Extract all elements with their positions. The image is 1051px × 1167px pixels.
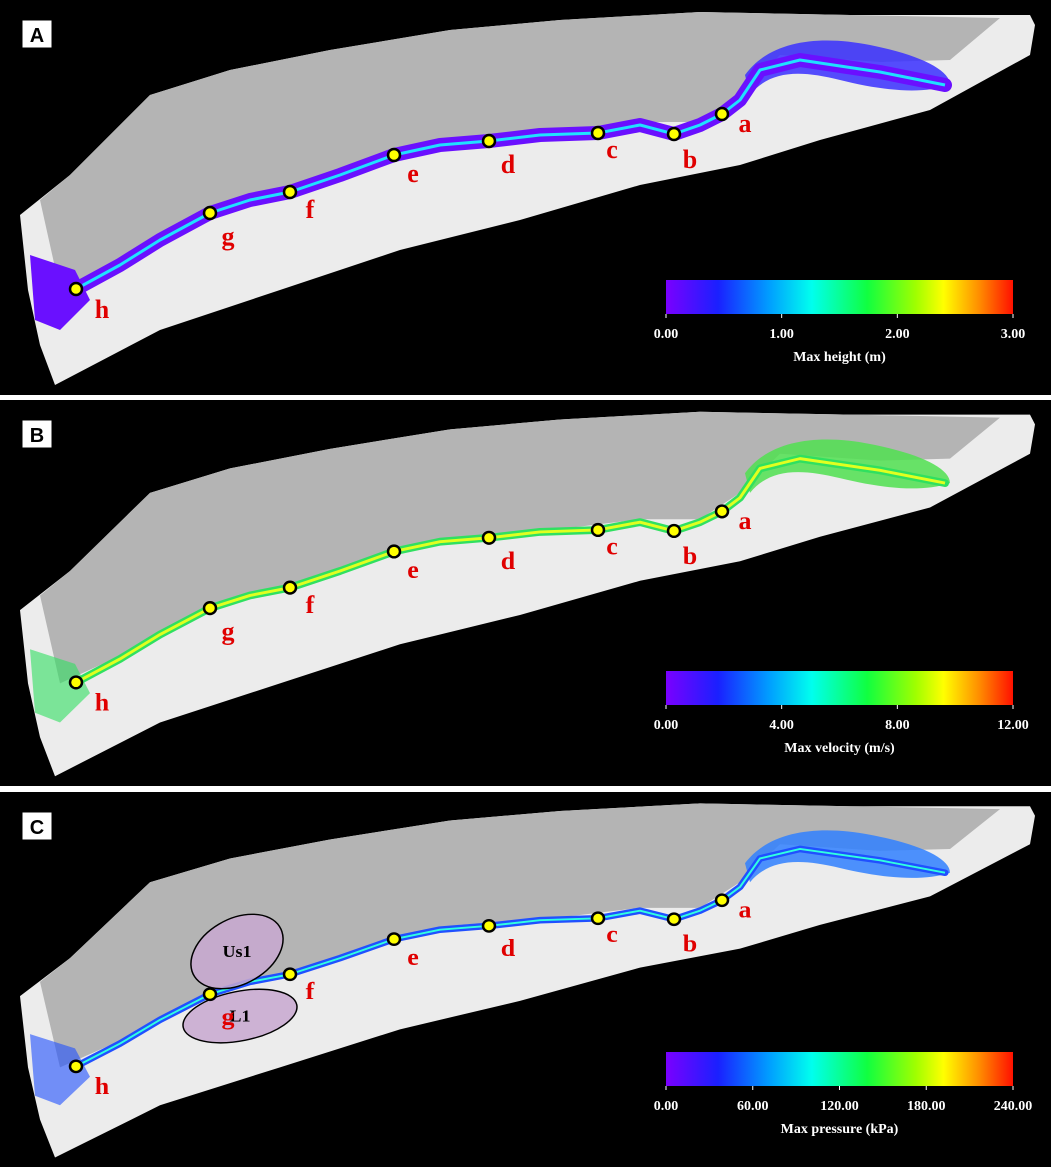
panel: a b c d e f g h B 0.00 4.00 8.00 12.00 Max velocity (…	[0, 400, 1051, 786]
point-marker	[388, 149, 400, 161]
point-marker	[483, 920, 495, 931]
point-label: g	[222, 1003, 235, 1030]
point-marker	[716, 895, 728, 906]
point-label: f	[306, 590, 315, 619]
point-marker	[388, 933, 400, 944]
point-label: h	[95, 1072, 109, 1099]
point-marker	[70, 283, 82, 295]
point-label: a	[739, 506, 752, 535]
colorbar-tick-label: 8.00	[885, 718, 910, 733]
point-marker	[284, 582, 296, 594]
point-marker	[70, 1061, 82, 1072]
point-marker	[483, 135, 495, 147]
point-label: h	[95, 295, 110, 324]
point-marker	[668, 128, 680, 140]
point-marker	[592, 524, 604, 536]
point-marker	[204, 207, 216, 219]
point-marker	[716, 506, 728, 518]
point-label: e	[407, 555, 419, 584]
point-label: c	[606, 921, 618, 948]
colorbar-label: Max height (m)	[793, 350, 886, 365]
point-marker	[483, 532, 495, 544]
colorbar-tick-label: 120.00	[820, 1099, 859, 1114]
point-marker	[204, 989, 216, 1000]
point-label: g	[222, 617, 235, 646]
colorbar-tick-label: 2.00	[885, 327, 910, 342]
point-label: d	[501, 150, 516, 179]
colorbar-tick-label: 0.00	[654, 1099, 679, 1114]
colorbar-label: Max pressure (kPa)	[781, 1122, 899, 1137]
point-label: a	[739, 896, 752, 923]
colorbar-tick-label: 60.00	[737, 1099, 769, 1114]
point-marker	[284, 969, 296, 980]
point-marker	[716, 108, 728, 120]
point-marker	[388, 546, 400, 558]
point-marker	[668, 525, 680, 537]
point-label: f	[306, 978, 315, 1005]
point-marker	[592, 127, 604, 139]
panel-label: A	[30, 25, 44, 47]
point-marker	[70, 677, 82, 689]
point-marker	[284, 186, 296, 198]
colorbar	[666, 1052, 1013, 1086]
point-label: b	[683, 541, 697, 570]
colorbar-tick-label: 0.00	[654, 718, 679, 733]
colorbar-tick-label: 240.00	[994, 1099, 1033, 1114]
colorbar-tick-label: 3.00	[1001, 327, 1026, 342]
point-label: f	[306, 195, 315, 224]
point-label: c	[606, 532, 618, 561]
point-label: e	[407, 159, 419, 188]
colorbar	[666, 671, 1013, 705]
colorbar-tick-label: 12.00	[997, 718, 1029, 733]
figure: abcdefghA0.001.002.003.00Max height (m)a…	[0, 0, 1051, 1167]
point-label: h	[95, 688, 109, 717]
point-marker	[592, 913, 604, 924]
point-label: b	[683, 930, 697, 957]
point-marker	[668, 914, 680, 925]
colorbar-tick-label: 4.00	[769, 718, 794, 733]
point-marker	[204, 602, 216, 614]
panel-label: C	[30, 817, 44, 839]
point-label: g	[222, 222, 235, 251]
zone-label: Us1	[222, 942, 251, 961]
point-label: b	[683, 145, 697, 174]
panel-label: B	[30, 425, 44, 447]
colorbar-tick-label: 180.00	[907, 1099, 946, 1114]
colorbar-tick-label: 1.00	[769, 327, 794, 342]
point-label: a	[739, 109, 752, 138]
point-label: c	[606, 135, 618, 164]
panel: a b c d e f g h A 0.00 1.00 2.00 3.00 Max height (m)	[0, 0, 1051, 395]
colorbar-tick-label: 0.00	[654, 327, 679, 342]
colorbar-label: Max velocity (m/s)	[784, 741, 895, 756]
point-label: e	[407, 943, 419, 970]
point-label: d	[501, 546, 515, 575]
point-label: d	[501, 935, 515, 962]
colorbar	[666, 280, 1013, 314]
